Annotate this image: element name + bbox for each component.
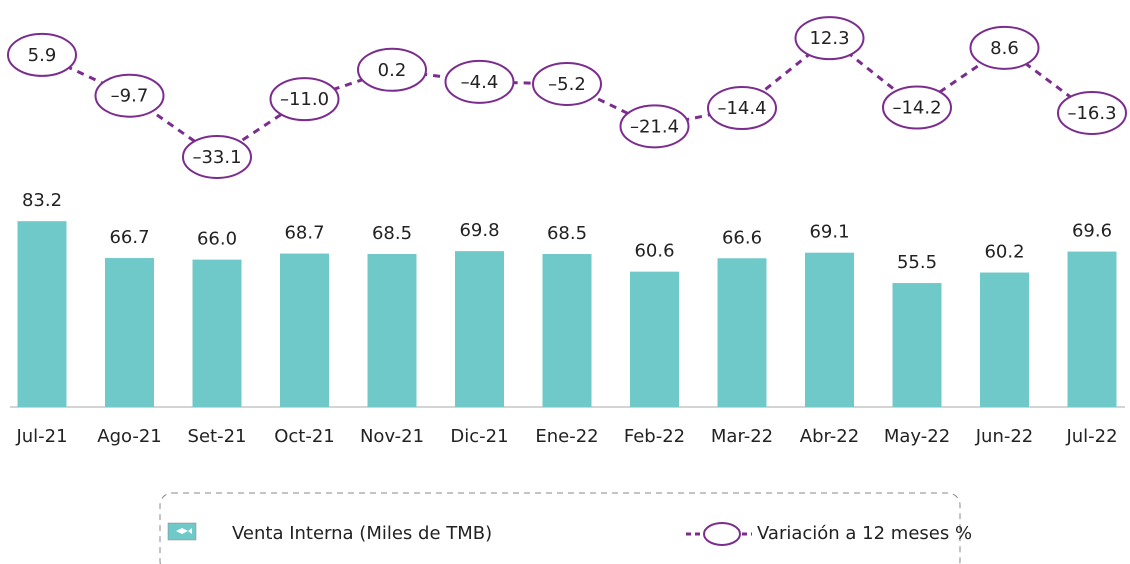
data-label: –21.4: [630, 116, 679, 137]
bar: [367, 254, 417, 407]
data-label: –33.1: [192, 147, 241, 168]
x-tick-label: Jul-22: [1065, 426, 1117, 447]
data-label: 69.8: [459, 220, 499, 241]
point: [94, 73, 165, 118]
legend-box: [159, 492, 961, 564]
data-label: 60.2: [984, 242, 1024, 263]
data-label: 68.7: [284, 223, 324, 244]
point: [532, 61, 602, 106]
data-label: –14.4: [717, 98, 766, 119]
bar: [105, 258, 154, 407]
bar: [805, 252, 854, 407]
x-tick-label: Ago-21: [97, 426, 162, 447]
data-label: 5.9: [28, 45, 57, 66]
bar: [630, 271, 679, 407]
x-tick-label: Oct-21: [274, 426, 335, 447]
data-label: –11.0: [280, 89, 329, 110]
data-label: 60.6: [634, 241, 674, 262]
data-label: 66.7: [109, 227, 149, 248]
x-tick-label: Jun-22: [975, 426, 1034, 447]
data-label: 8.6: [990, 38, 1019, 59]
x-tick-label: Mar-22: [711, 426, 773, 447]
x-tick-label: Feb-22: [624, 426, 685, 447]
data-label: –4.4: [461, 72, 499, 93]
data-label: 68.5: [372, 223, 412, 244]
point: [7, 32, 77, 77]
bar: [455, 251, 504, 407]
data-label: 12.3: [809, 28, 849, 49]
point: [882, 85, 952, 130]
point: [182, 134, 252, 179]
data-label: –5.2: [548, 74, 586, 95]
bar: [192, 259, 242, 407]
point: [357, 47, 427, 92]
point: [794, 16, 865, 61]
data-label: –14.2: [892, 97, 941, 118]
legend-line-icon: [686, 522, 752, 546]
x-tick-label: Ene-22: [535, 426, 598, 447]
legend-label: Variación a 12 meses %: [757, 523, 972, 544]
data-label: 69.1: [809, 222, 849, 243]
bar: [280, 253, 329, 407]
x-tick-label: Nov-21: [360, 426, 424, 447]
x-tick-label: Set-21: [188, 426, 247, 447]
data-label: 66.6: [722, 227, 762, 248]
data-label: –16.3: [1067, 103, 1116, 124]
bar: [17, 221, 67, 407]
data-label: 0.2: [378, 60, 407, 81]
x-tick-label: Abr-22: [800, 426, 859, 447]
data-label: 83.2: [22, 190, 62, 211]
point: [269, 77, 340, 122]
point: [707, 86, 777, 131]
data-label: 69.6: [1072, 221, 1112, 242]
point: [444, 59, 515, 104]
data-label: –9.7: [111, 86, 149, 107]
bar: [717, 258, 767, 407]
bar: [980, 272, 1029, 407]
x-tick-label: Jul-21: [15, 426, 67, 447]
x-tick-label: May-22: [884, 426, 950, 447]
data-label: 55.5: [897, 252, 937, 273]
x-tick-label: Dic-21: [450, 426, 508, 447]
bar: [542, 254, 592, 407]
bar: [892, 283, 942, 407]
legend-label: Venta Interna (Miles de TMB): [232, 523, 492, 544]
data-label: 66.0: [197, 229, 237, 250]
bar: [1067, 251, 1117, 407]
point: [619, 104, 690, 149]
legend-bar-icon: [167, 522, 197, 541]
point: [1057, 90, 1127, 135]
data-label: 68.5: [547, 223, 587, 244]
point: [969, 25, 1040, 70]
